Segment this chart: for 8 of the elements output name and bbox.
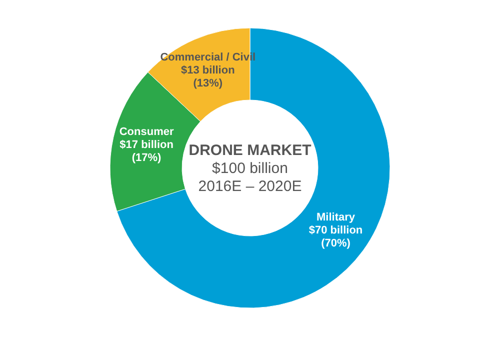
text: DRONE MARKET (188, 142, 312, 159)
text: $100 billion (212, 160, 288, 177)
text: $13 billion (13%) (181, 64, 235, 90)
text: $17 billion (17%) (120, 138, 174, 164)
text: 2016E – 2020E (198, 178, 302, 195)
slice-label: Consumer (119, 126, 174, 138)
slice-label: Military (316, 211, 356, 224)
text: $70 billion (70%) (308, 224, 363, 250)
